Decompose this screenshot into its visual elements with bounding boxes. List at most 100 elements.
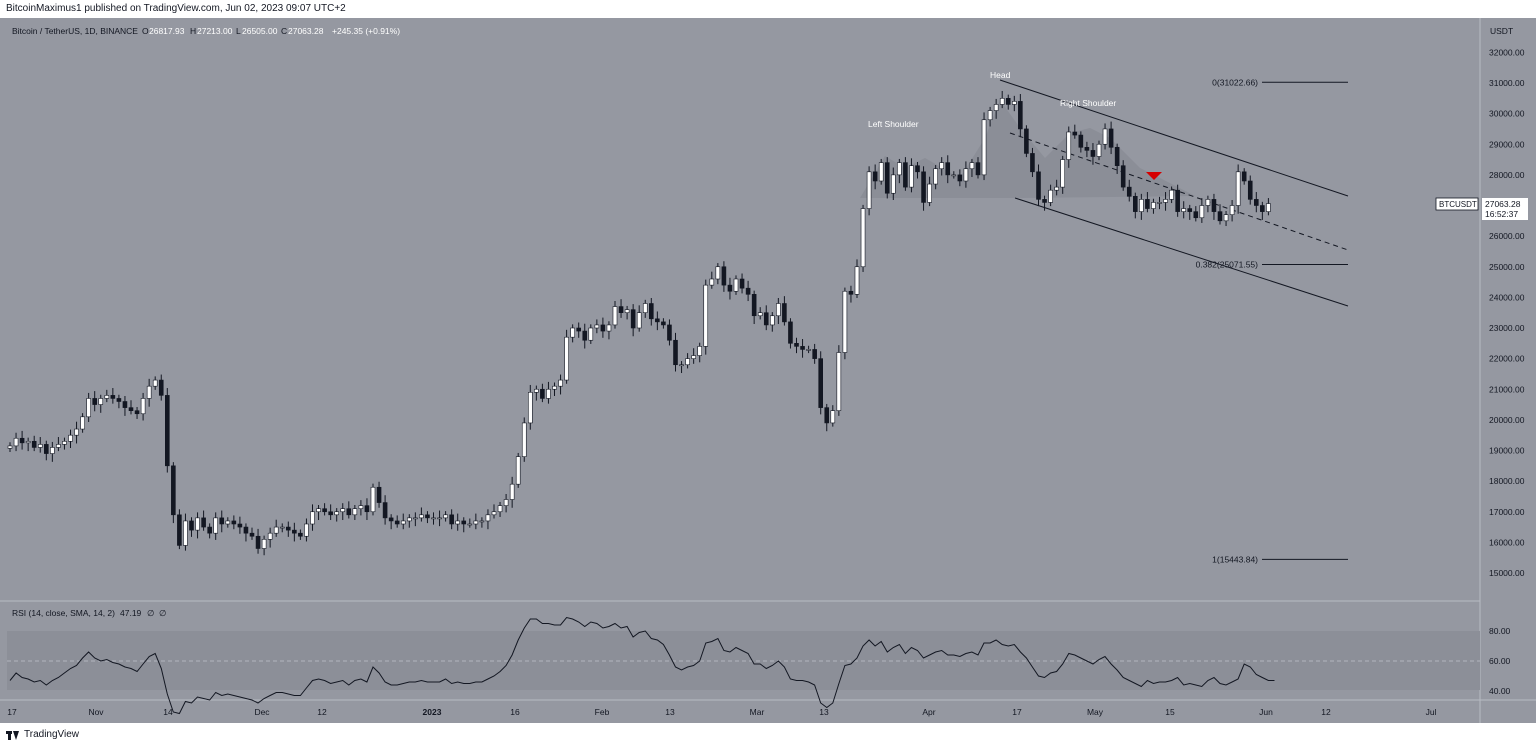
candle-body bbox=[207, 526, 212, 534]
candle-body bbox=[304, 523, 309, 537]
fib-level-label: 0.382(25071.55) bbox=[1196, 260, 1259, 270]
candle-body bbox=[285, 526, 291, 531]
candle-body bbox=[890, 174, 896, 194]
candle-body bbox=[679, 364, 684, 367]
time-tick-label: May bbox=[1087, 707, 1104, 717]
price-tick-label: 15000.00 bbox=[1489, 568, 1525, 578]
candle-body bbox=[951, 174, 957, 177]
ohlc-l-label: L bbox=[236, 26, 241, 36]
chart-container[interactable]: 0(31022.66) 0.382(25071.55) 1(15443.84) 32… bbox=[0, 18, 1536, 723]
candle-body bbox=[1024, 128, 1029, 154]
candle-body bbox=[358, 505, 364, 509]
price-tick-label: 18000.00 bbox=[1489, 476, 1525, 486]
candle-body bbox=[249, 532, 255, 537]
candle-body bbox=[376, 486, 382, 503]
candle-body bbox=[1145, 199, 1150, 209]
candle-body bbox=[1126, 186, 1132, 197]
price-tick-label: 30000.00 bbox=[1489, 109, 1525, 119]
price-tick-label: 21000.00 bbox=[1489, 384, 1525, 394]
candle-body bbox=[13, 437, 19, 447]
channel-lower-line bbox=[1014, 197, 1349, 307]
candle-body bbox=[183, 520, 188, 546]
candle-body bbox=[933, 168, 938, 185]
candle-body bbox=[564, 336, 569, 381]
candle-body bbox=[642, 303, 648, 313]
candle-body bbox=[1030, 153, 1035, 173]
price-tick-label: 20000.00 bbox=[1489, 415, 1525, 425]
candle-body bbox=[854, 266, 860, 295]
price-chart[interactable]: 0(31022.66) 0.382(25071.55) 1(15443.84) 32… bbox=[0, 18, 1536, 723]
candle-body bbox=[661, 321, 666, 326]
candle-body bbox=[425, 514, 430, 519]
candle-body bbox=[1247, 180, 1253, 200]
rsi-tick-label: 80.00 bbox=[1489, 626, 1511, 636]
candle-body bbox=[37, 444, 43, 448]
candle-body bbox=[225, 520, 231, 525]
candle-body bbox=[515, 456, 521, 485]
candle-body bbox=[703, 284, 709, 347]
head-label: Head bbox=[990, 70, 1011, 80]
price-tick-label: 22000.00 bbox=[1489, 354, 1525, 364]
candle-body bbox=[104, 395, 110, 399]
candle-body bbox=[298, 532, 303, 537]
candle-body bbox=[697, 346, 703, 356]
candle-body bbox=[558, 379, 563, 387]
candle-body bbox=[1005, 98, 1011, 105]
last-price-value: 27063.28 bbox=[1485, 199, 1521, 209]
candle-body bbox=[467, 523, 473, 526]
candle-body bbox=[1102, 128, 1108, 145]
time-tick-label: 15 bbox=[1165, 707, 1175, 717]
candle-body bbox=[310, 511, 315, 525]
candle-body bbox=[497, 505, 503, 513]
candle-body bbox=[419, 514, 424, 519]
ohlc-h-label: H bbox=[190, 26, 196, 36]
candle-body bbox=[485, 514, 491, 522]
time-tick-label: 12 bbox=[1321, 707, 1331, 717]
candle-body bbox=[80, 416, 85, 430]
candle-body bbox=[62, 441, 67, 445]
time-tick-label: Dec bbox=[254, 707, 270, 717]
candle-body bbox=[939, 162, 945, 170]
candle-body bbox=[866, 171, 872, 209]
rsi-value-2: ∅ bbox=[147, 608, 155, 618]
price-tick-label: 28000.00 bbox=[1489, 170, 1525, 180]
time-tick-label: Jun bbox=[1259, 707, 1273, 717]
candle-body bbox=[1096, 143, 1102, 157]
candle-body bbox=[171, 465, 176, 516]
fibonacci-levels: 0(31022.66) 0.382(25071.55) 1(15443.84) bbox=[1196, 77, 1348, 564]
candle-body bbox=[382, 502, 388, 519]
candle-body bbox=[624, 309, 630, 313]
time-axis-ticks: 17 Nov 14 Dec 12 2023 16 Feb 13 Mar 13 Apr 17 May 15 Ju… bbox=[7, 707, 1436, 717]
left-shoulder-label: Left Shoulder bbox=[868, 119, 919, 129]
candle-body bbox=[999, 98, 1005, 105]
candle-body bbox=[7, 445, 13, 449]
time-tick-label: 17 bbox=[1012, 707, 1022, 717]
candle-body bbox=[128, 407, 134, 411]
price-tick-label: 32000.00 bbox=[1489, 47, 1525, 57]
candle-body bbox=[352, 508, 358, 516]
candle-body bbox=[927, 183, 932, 203]
candle-body bbox=[158, 379, 164, 396]
price-tick-label: 16000.00 bbox=[1489, 537, 1525, 547]
price-axis-ticks: 32000.00 31000.00 30000.00 29000.00 28000.00… bbox=[1489, 47, 1525, 578]
candle-body bbox=[491, 511, 497, 516]
candle-body bbox=[606, 324, 612, 332]
time-tick-label: 17 bbox=[7, 707, 17, 717]
candle-body bbox=[243, 526, 249, 534]
candle-body bbox=[1054, 186, 1059, 191]
candle-body bbox=[1187, 208, 1193, 212]
price-tick-label: 17000.00 bbox=[1489, 507, 1525, 517]
candle-body bbox=[237, 523, 243, 528]
time-tick-label: 2023 bbox=[423, 707, 442, 717]
ohlc-l-value: 26505.00 bbox=[242, 26, 278, 36]
candle-body bbox=[1084, 147, 1090, 151]
candle-body bbox=[406, 517, 412, 522]
candle-body bbox=[267, 532, 273, 540]
price-tick-label: 19000.00 bbox=[1489, 446, 1525, 456]
last-price-label: BTCUSDT 27063.28 16:52:37 bbox=[1435, 197, 1528, 220]
candle-body bbox=[794, 343, 799, 347]
candle-body bbox=[618, 306, 624, 313]
candle-body bbox=[1114, 147, 1120, 166]
candle-body bbox=[1120, 165, 1126, 188]
candle-body bbox=[261, 539, 267, 549]
